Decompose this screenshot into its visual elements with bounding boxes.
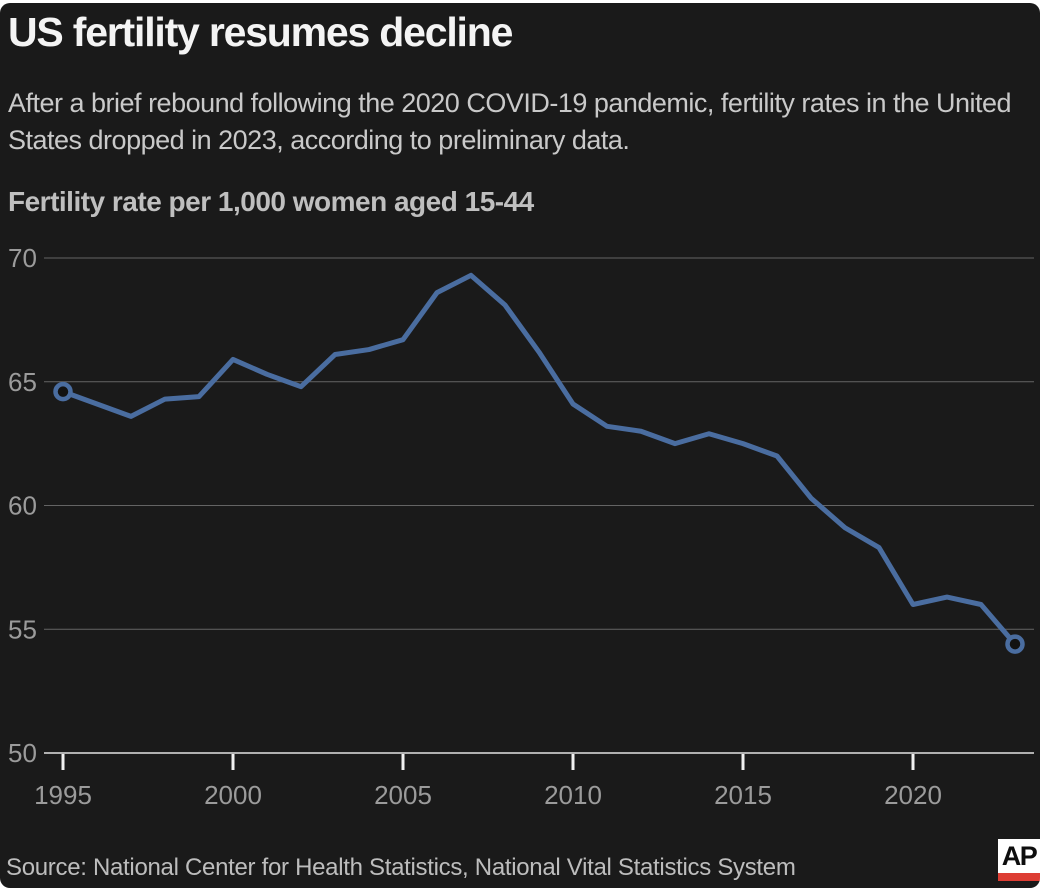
fertility-rate-line (62, 272, 1017, 646)
y-tick-label: 60 (8, 491, 37, 521)
x-tick-label: 1995 (34, 780, 92, 810)
ap-logo: AP (998, 839, 1040, 881)
x-tick-label: 2010 (544, 780, 602, 810)
y-axis-note: Fertility rate per 1,000 women aged 15-4… (8, 186, 534, 217)
x-tick-label: 2015 (714, 780, 772, 810)
x-tick-label: 2000 (204, 780, 262, 810)
x-tick-label: 2005 (374, 780, 432, 810)
endpoint-marker (1005, 634, 1025, 654)
page-title: US fertility resumes decline (8, 9, 513, 55)
y-tick-label: 65 (8, 367, 37, 397)
endpoint-marker (53, 381, 73, 402)
y-tick-label: 50 (8, 738, 37, 768)
chart-description: After a brief rebound following the 2020… (8, 88, 1012, 155)
fertility-line-chart: 50 55 60 65 70 1995 2000 2005 2010 2015 2020 (8, 243, 1034, 810)
chart-card: US fertility resumes decline After a bri… (0, 3, 1040, 888)
y-tick-label: 55 (8, 614, 37, 644)
y-tick-label: 70 (8, 243, 37, 273)
x-tick-label: 2020 (884, 780, 942, 810)
source-text: Source: National Center for Health Stati… (6, 854, 796, 881)
ap-logo-text: AP (1001, 841, 1038, 871)
ap-logo-red-bar (998, 873, 1040, 881)
